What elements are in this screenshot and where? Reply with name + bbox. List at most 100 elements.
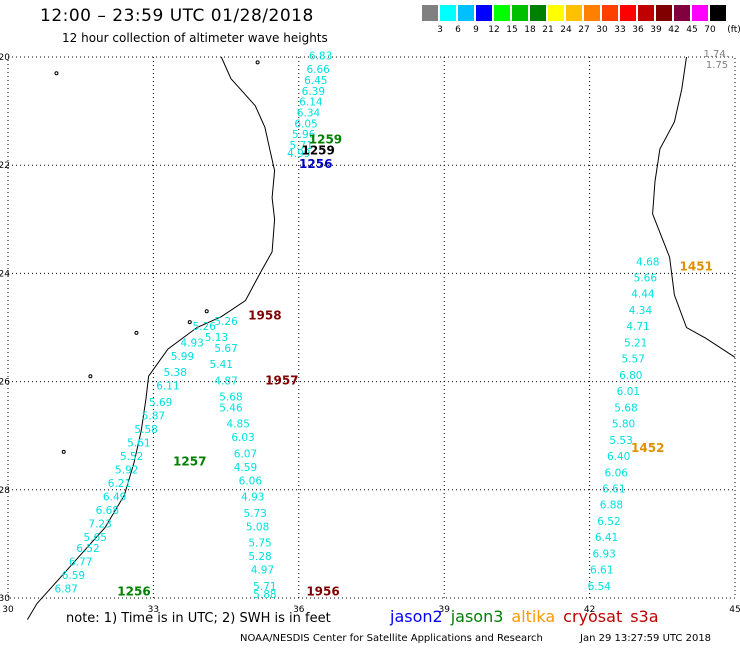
lat-tick-label: -26 [0,378,10,388]
jason3-1259-track: 6.836.666.456.396.146.346.055.965.714.99 [287,51,332,160]
swh-value: 6.54 [588,581,612,593]
swh-value: 5.87 [142,410,165,422]
pass-time-label: 1956 [306,584,339,598]
swh-value: 6.93 [592,548,615,560]
legend-label: 3 [437,25,443,35]
swh-value: 5.13 [205,332,228,344]
footer-note: note: 1) Time is in UTC; 2) SWH is in fe… [66,611,331,626]
swh-value: 5.73 [243,508,266,520]
satellite-altika: altika [511,607,556,626]
pass-time-label: 1259 [309,133,342,147]
legend-label: 27 [578,25,590,35]
madagascar-coastline [652,56,736,358]
swh-value: 6.59 [62,570,85,582]
swh-value: 6.77 [69,557,92,569]
lon-tick-label: 39 [438,605,450,615]
swh-value: 5.66 [634,273,658,285]
lon-tick-label: 36 [293,605,305,615]
credit-line: NOAA/NESDIS Center for Satellite Applica… [240,633,543,644]
generated-timestamp: Jan 29 13:27:59 UTC 2018 [580,633,712,644]
coast-island [54,71,59,76]
swh-value: 5.26 [193,321,217,333]
swh-value: 4.99 [287,148,310,160]
swh-value: 4.97 [251,565,274,577]
swh-value: 5.41 [210,359,233,371]
pass-labels: 1259125912561958195719561257125614511452… [117,49,729,598]
swh-value: 5.75 [248,538,271,550]
legend-label: 6 [455,25,461,35]
lat-tick-label: -30 [0,594,10,604]
swh-value: 5.96 [292,129,316,141]
africa-coastline [26,56,276,620]
swh-value: 4.59 [234,462,257,474]
legend-label: 18 [524,25,536,35]
swh-value: 5.68 [614,402,637,414]
swh-value: 4.71 [626,321,649,333]
satellite-cryosat: cryosat [563,607,623,626]
legend-label: 70 [704,25,716,35]
lon-tick-label: 30 [2,605,14,615]
swh-value: 5.58 [134,424,157,436]
swh-value: 5.28 [248,551,271,563]
swh-value: 6.06 [605,467,629,479]
edge-value-label: 1.75 [706,60,728,71]
swh-value: 4.93 [180,337,203,349]
legend-swatch [674,5,690,21]
swh-value: 5.69 [149,397,172,409]
legend-swatch [566,5,582,21]
swh-value: 6.07 [234,448,257,460]
swh-value: 5.08 [246,521,269,533]
legend-swatch [692,5,708,21]
swh-value: 6.03 [231,432,254,444]
swh-value: 5.67 [214,343,237,355]
legend-swatch [710,5,726,21]
swh-value: 4.87 [214,375,237,387]
coastline [26,56,736,620]
legend-unit: (ft) [727,25,740,35]
swh-value: 5.52 [120,451,143,463]
swh-value: 5.80 [612,419,635,431]
lat-tick-label: -20 [0,53,10,63]
lat-tick-label: -24 [0,269,10,279]
legend-swatch [548,5,564,21]
legend-swatch [512,5,528,21]
swh-value: 5.21 [624,337,647,349]
legend-label: 21 [542,25,554,35]
satellite-legend: jason2 jason3 altika cryosat s3a [390,607,667,626]
satellite-jason2: jason2 [390,607,443,626]
swh-value: 4.93 [241,492,264,504]
swh-value: 6.49 [103,492,126,504]
swh-value: 6.66 [306,64,330,76]
satellite-jason3: jason3 [450,607,504,626]
swh-value: 6.83 [309,51,332,63]
swh-value: 6.52 [597,516,620,528]
jason3-1257-track: 5.26 4.93 5.99 5.38 6.11 5.695.87 5.58 5.615.52… [54,321,216,595]
swh-value: 4.85 [227,419,250,431]
legend-label: 33 [614,25,626,35]
legend-label: 36 [632,25,644,35]
pass-time-label: 1451 [680,260,713,274]
swh-value: 6.41 [595,532,618,544]
legend-swatch [458,5,474,21]
swh-value: 6.61 [602,484,625,496]
swh-value: 6.87 [54,584,77,596]
legend-label: 45 [686,25,698,35]
cryosat-1958-track: 5.26 5.135.67 5.41 4.87 5.685.46 4.856.03 6.07… [205,316,277,601]
lon-tick-label: 33 [148,605,159,615]
swh-value: 6.88 [600,500,623,512]
edge-value-label: 1.74. [703,49,728,60]
coast-island [204,309,209,314]
swh-value: 5.26 [214,316,238,328]
swh-value: 6.01 [617,386,640,398]
legend-swatch [638,5,654,21]
swh-value: 5.99 [171,351,194,363]
legend-label: 15 [506,25,518,35]
legend-swatch [422,5,438,21]
lat-tick-label: -22 [0,161,10,171]
swh-value: 6.39 [302,86,325,98]
altimeter-tracks: 6.836.666.456.396.146.346.055.965.714.99… [54,51,659,601]
altika-1451-track: 4.68 5.66 4.44 4.34 4.71 5.21 5.57 6.80 6.01 5.68… [588,256,660,593]
swh-value: 5.61 [127,438,150,450]
legend-swatch [602,5,618,21]
coast-island [187,320,192,325]
